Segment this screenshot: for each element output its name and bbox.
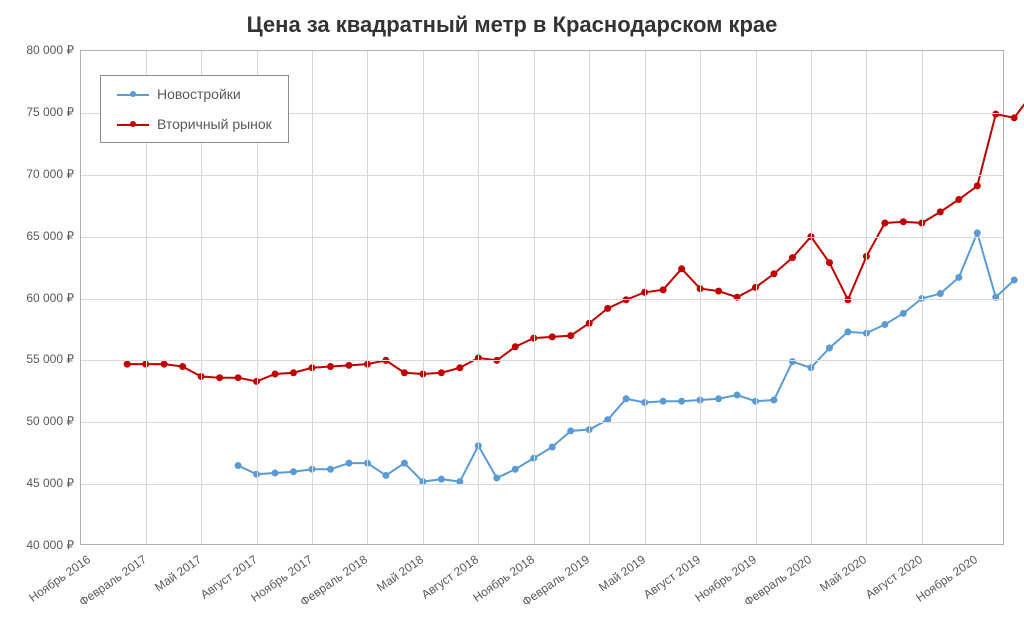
gridline-vertical [866, 51, 867, 544]
x-axis-tick-label: Май 2017 [152, 552, 204, 594]
gridline-vertical [367, 51, 368, 544]
series-marker [826, 260, 832, 266]
series-marker [383, 472, 389, 478]
series-marker [826, 345, 832, 351]
series-line [238, 233, 1014, 482]
y-axis-tick-label: 70 000 ₽ [26, 167, 74, 181]
gridline-vertical [534, 51, 535, 544]
x-axis-tick-label: Май 2019 [596, 552, 648, 594]
series-marker [734, 392, 740, 398]
series-marker [771, 397, 777, 403]
gridline-horizontal [81, 360, 1003, 361]
series-marker [272, 470, 278, 476]
series-marker [235, 375, 241, 381]
series-marker [346, 460, 352, 466]
y-axis-tick-label: 40 000 ₽ [26, 538, 74, 552]
legend: Новостройки Вторичный рынок [100, 75, 289, 143]
gridline-horizontal [81, 175, 1003, 176]
series-marker [327, 364, 333, 370]
gridline-horizontal [81, 484, 1003, 485]
y-axis-tick-label: 45 000 ₽ [26, 476, 74, 490]
gridline-vertical [811, 51, 812, 544]
series-marker [882, 321, 888, 327]
series-marker [1011, 115, 1017, 121]
legend-swatch [117, 87, 149, 101]
y-axis-tick-label: 50 000 ₽ [26, 414, 74, 428]
gridline-vertical [700, 51, 701, 544]
series-marker [956, 274, 962, 280]
series-marker [549, 444, 555, 450]
y-axis-tick-label: 75 000 ₽ [26, 105, 74, 119]
series-marker [272, 371, 278, 377]
series-marker [937, 291, 943, 297]
series-marker [716, 396, 722, 402]
series-marker [438, 370, 444, 376]
y-axis-tick-label: 55 000 ₽ [26, 352, 74, 366]
series-marker [716, 288, 722, 294]
legend-label: Новостройки [157, 86, 241, 102]
series-marker [789, 255, 795, 261]
series-marker [660, 398, 666, 404]
series-marker [568, 333, 574, 339]
legend-swatch [117, 117, 149, 131]
series-marker [180, 364, 186, 370]
series-marker [623, 396, 629, 402]
series-marker [161, 361, 167, 367]
series-marker [937, 209, 943, 215]
legend-label: Вторичный рынок [157, 116, 272, 132]
series-marker [235, 463, 241, 469]
series-marker [494, 475, 500, 481]
series-marker [401, 370, 407, 376]
series-marker [512, 344, 518, 350]
series-marker [124, 361, 130, 367]
legend-item: Новостройки [117, 86, 272, 102]
gridline-vertical [645, 51, 646, 544]
series-marker [291, 469, 297, 475]
series-marker [882, 220, 888, 226]
series-marker [974, 230, 980, 236]
series-marker [217, 375, 223, 381]
series-marker [346, 362, 352, 368]
gridline-vertical [478, 51, 479, 544]
series-marker [457, 365, 463, 371]
series-marker [956, 197, 962, 203]
gridline-vertical [756, 51, 757, 544]
gridline-vertical [312, 51, 313, 544]
series-marker [900, 219, 906, 225]
series-marker [512, 466, 518, 472]
series-marker [679, 266, 685, 272]
series-marker [1011, 277, 1017, 283]
series-marker [401, 460, 407, 466]
gridline-vertical [589, 51, 590, 544]
series-marker [900, 310, 906, 316]
gridline-horizontal [81, 299, 1003, 300]
series-marker [660, 287, 666, 293]
series-marker [974, 183, 980, 189]
x-axis-tick-label: Ноябрь 2020 [914, 552, 981, 605]
series-marker [605, 305, 611, 311]
series-marker [771, 271, 777, 277]
legend-item: Вторичный рынок [117, 116, 272, 132]
chart-container: Цена за квадратный метр в Краснодарском … [0, 0, 1024, 635]
y-axis-tick-label: 80 000 ₽ [26, 43, 74, 57]
series-marker [568, 428, 574, 434]
y-axis-tick-label: 60 000 ₽ [26, 291, 74, 305]
x-axis-tick-label: Май 2018 [374, 552, 426, 594]
series-marker [438, 476, 444, 482]
series-marker [845, 329, 851, 335]
gridline-horizontal [81, 422, 1003, 423]
chart-title: Цена за квадратный метр в Краснодарском … [0, 12, 1024, 38]
gridline-vertical [423, 51, 424, 544]
series-marker [291, 370, 297, 376]
series-marker [327, 466, 333, 472]
gridline-vertical [922, 51, 923, 544]
series-marker [549, 334, 555, 340]
y-axis-tick-label: 65 000 ₽ [26, 229, 74, 243]
gridline-horizontal [81, 237, 1003, 238]
series-marker [679, 398, 685, 404]
x-axis-tick-label: Май 2020 [818, 552, 870, 594]
